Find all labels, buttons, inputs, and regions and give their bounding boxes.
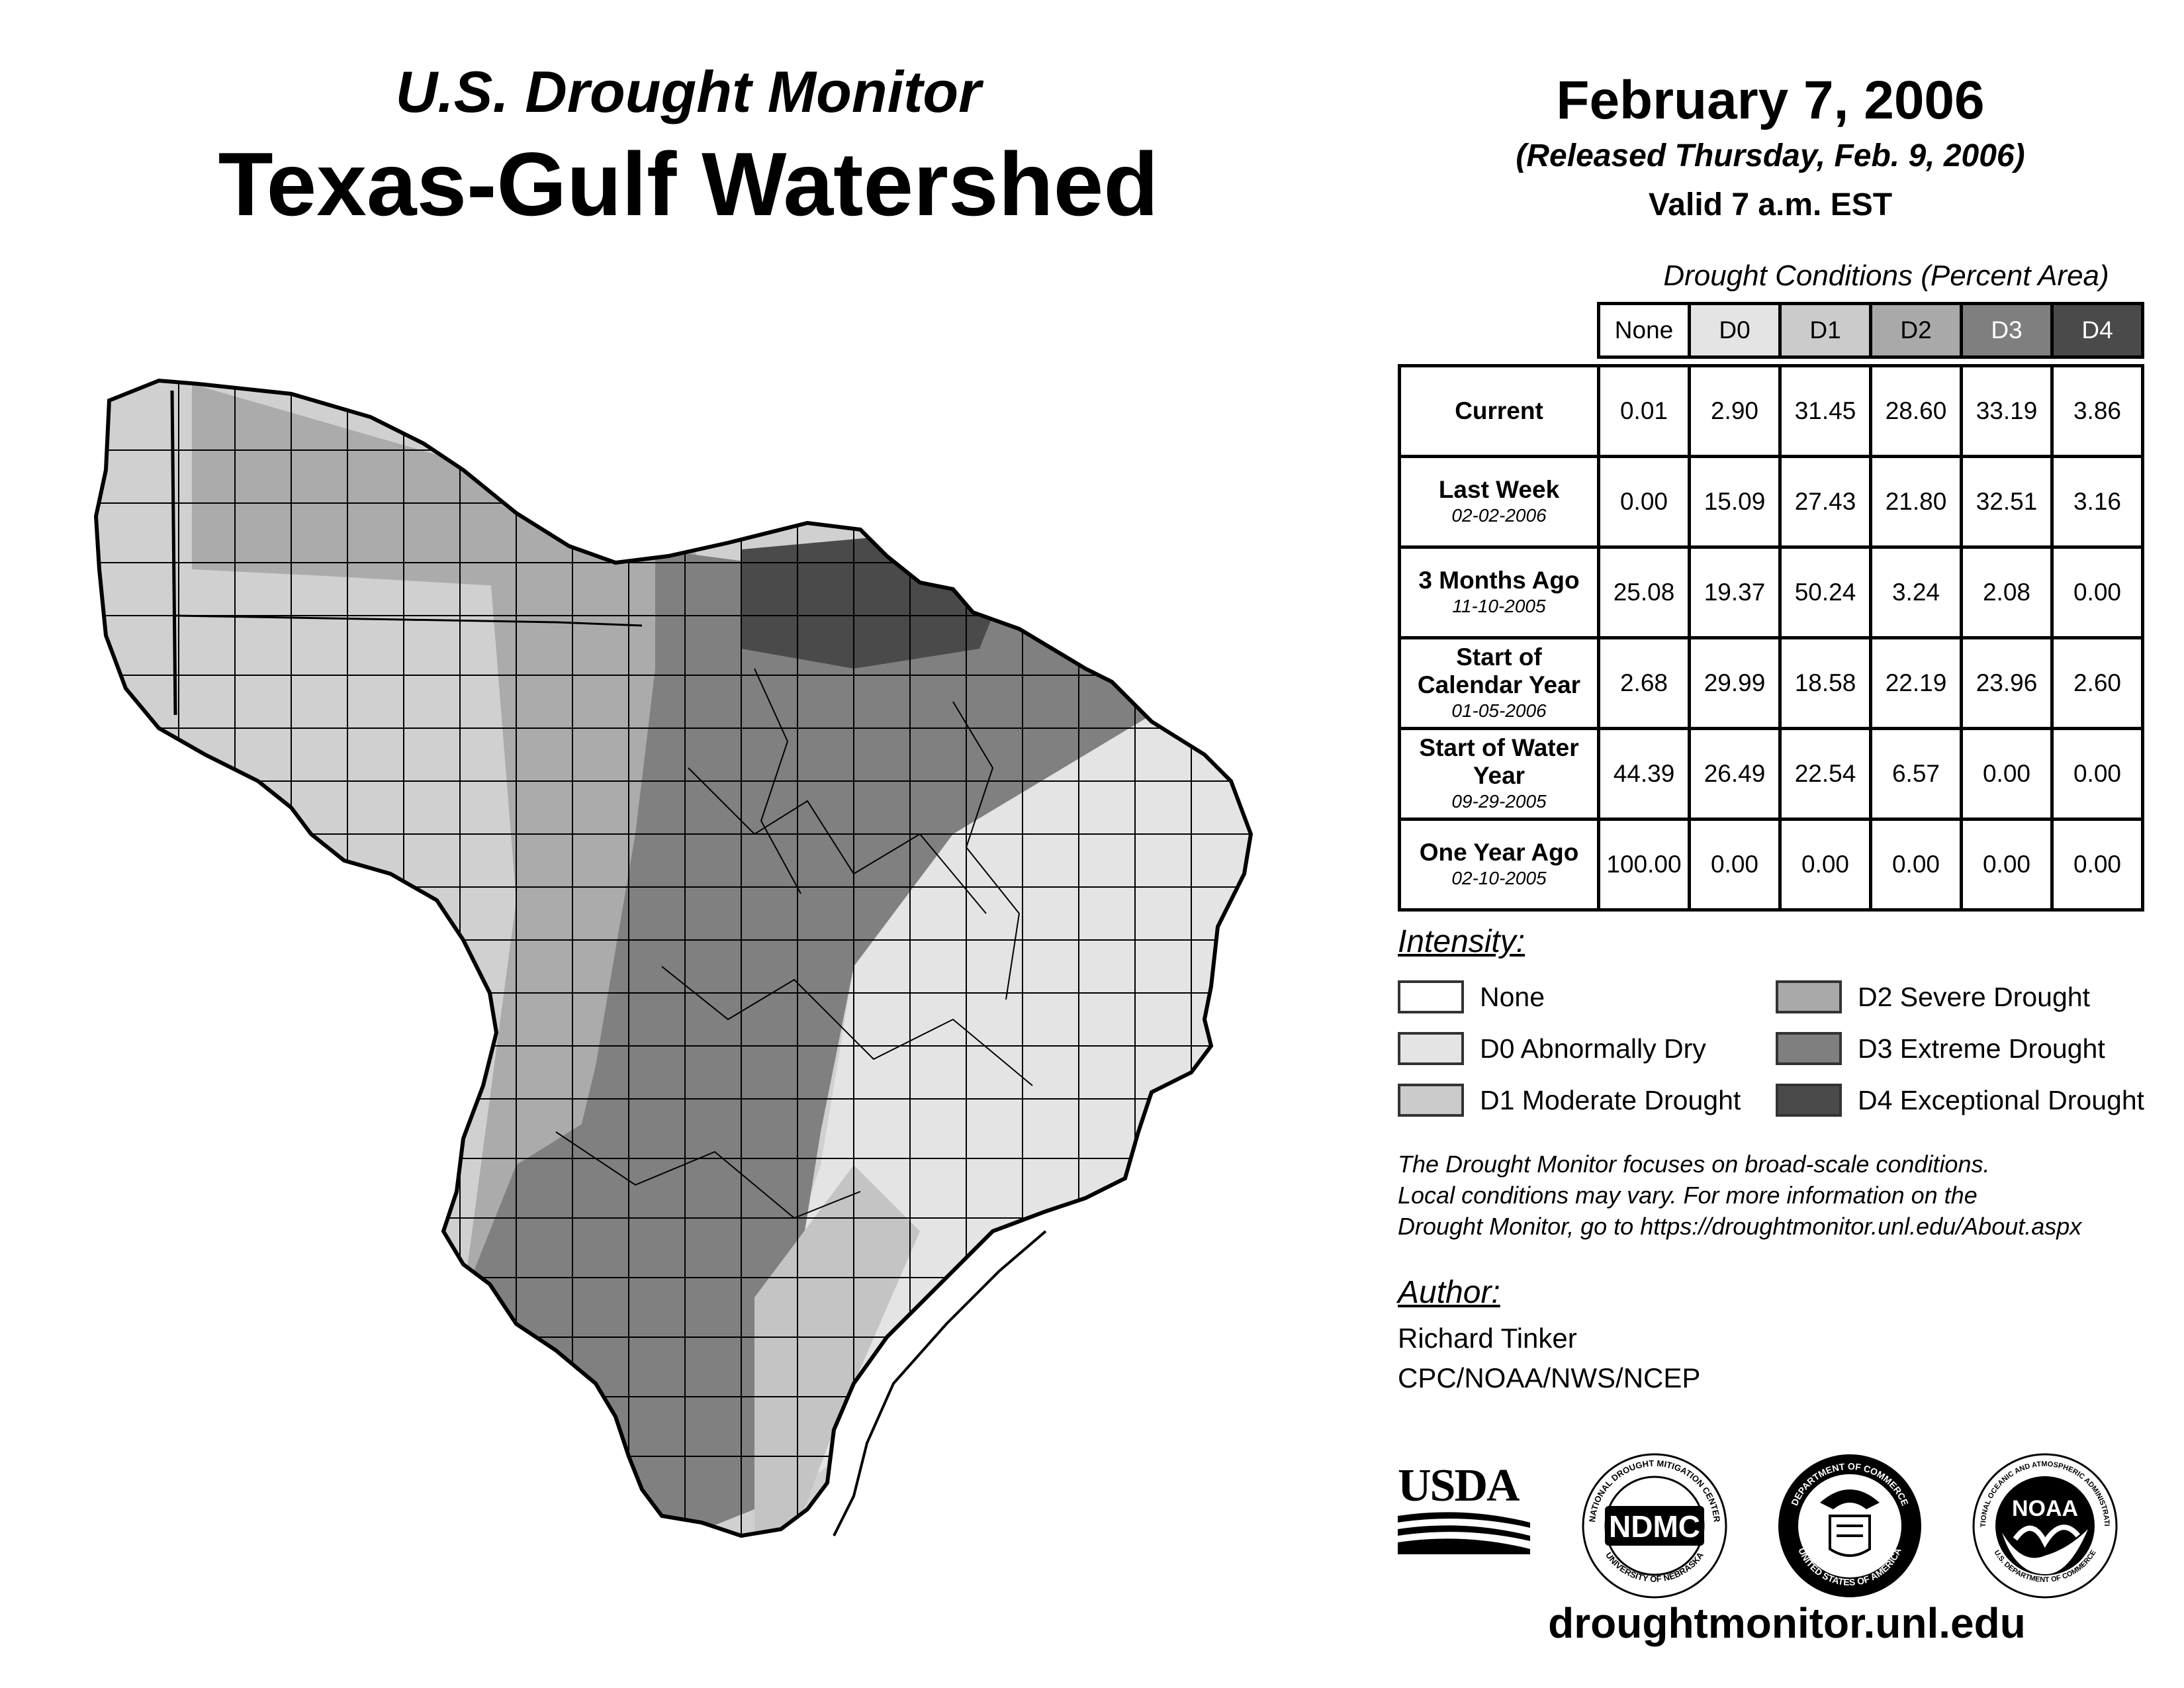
row-date: 09-29-2005 xyxy=(1451,791,1547,812)
noaa-logo: NOAA NATIONAL OCEANIC AND ATMOSPHERIC AD… xyxy=(1969,1450,2118,1599)
row-date: 11-10-2005 xyxy=(1452,596,1546,616)
row-label: One Year Ago 02-10-2005 xyxy=(1398,818,1600,912)
legend-swatch xyxy=(1776,1084,1842,1117)
table-cell: 28.60 xyxy=(1869,364,1963,458)
table-cell: 27.43 xyxy=(1778,455,1872,549)
table-cell: 100.00 xyxy=(1597,818,1691,912)
table-cell: 31.45 xyxy=(1778,364,1872,458)
table-cell: 32.51 xyxy=(1960,455,2054,549)
svg-text:NOAA: NOAA xyxy=(2012,1496,2078,1521)
table-row-start-calendar-year: Start of Calendar Year 01-05-2006 2.68 29… xyxy=(1398,636,2144,730)
table-cell: 19.37 xyxy=(1688,545,1782,639)
column-header-d4: D4 xyxy=(2050,302,2144,359)
row-label: Last Week 02-02-2006 xyxy=(1398,455,1600,549)
legend-swatch xyxy=(1776,980,1842,1013)
column-header-d3: D3 xyxy=(1960,302,2054,359)
column-header-none: None xyxy=(1597,302,1691,359)
table-cell: 0.00 xyxy=(1869,818,1963,912)
table-cell: 3.86 xyxy=(2050,364,2144,458)
table-cell: 22.19 xyxy=(1869,636,1963,730)
row-label: 3 Months Ago 11-10-2005 xyxy=(1398,545,1600,639)
legend-swatch xyxy=(1776,1032,1842,1065)
legend-item-d2: D2 Severe Drought xyxy=(1776,978,2090,1015)
row-date: 01-05-2006 xyxy=(1451,700,1547,721)
table-row-start-water-year: Start of Water Year 09-29-2005 44.39 26.4… xyxy=(1398,727,2144,821)
table-cell: 3.24 xyxy=(1869,545,1963,639)
map-date: February 7, 2006 xyxy=(1556,70,1985,130)
table-cell: 2.08 xyxy=(1960,545,2054,639)
table-caption: Drought Conditions (Percent Area) xyxy=(1663,259,2109,292)
table-cell: 26.49 xyxy=(1688,727,1782,821)
author-heading: Author: xyxy=(1398,1275,1500,1310)
drought-conditions-table: None D0 D1 D2 D3 D4 Current 0.01 2.90 31… xyxy=(1398,302,2144,912)
table-cell: 0.01 xyxy=(1597,364,1691,458)
table-cell: 0.00 xyxy=(2050,727,2144,821)
doc-seal-logo: DEPARTMENT OF COMMERCE UNITED STATES OF … xyxy=(1778,1454,1921,1597)
note-line: Drought Monitor, go to https://droughtmo… xyxy=(1398,1213,2082,1240)
row-label: Current xyxy=(1398,364,1600,458)
table-row-one-year-ago: One Year Ago 02-10-2005 100.00 0.00 0.00 … xyxy=(1398,818,2144,912)
table-cell: 44.39 xyxy=(1597,727,1691,821)
table-cell: 25.08 xyxy=(1597,545,1691,639)
disclaimer-note: The Drought Monitor focuses on broad-sca… xyxy=(1398,1149,2179,1242)
table-cell: 3.16 xyxy=(2050,455,2144,549)
table-cell: 21.80 xyxy=(1869,455,1963,549)
table-cell: 50.24 xyxy=(1778,545,1872,639)
ndmc-logo: NDMC NATIONAL DROUGHT MITIGATION CENTER … xyxy=(1582,1453,1727,1599)
column-header-d0: D0 xyxy=(1688,302,1782,359)
legend-swatch xyxy=(1398,1032,1464,1065)
author-org: CPC/NOAA/NWS/NCEP xyxy=(1398,1362,1701,1393)
page-title: Texas-Gulf Watershed xyxy=(218,134,1159,234)
legend-item-d4: D4 Exceptional Drought xyxy=(1776,1082,2144,1119)
table-row-current: Current 0.01 2.90 31.45 28.60 33.19 3.86 xyxy=(1398,364,2144,458)
table-cell: 0.00 xyxy=(2050,545,2144,639)
svg-text:NDMC: NDMC xyxy=(1609,1509,1700,1544)
table-cell: 6.57 xyxy=(1869,727,1963,821)
table-cell: 2.60 xyxy=(2050,636,2144,730)
table-cell: 23.96 xyxy=(1960,636,2054,730)
legend-item-none: None xyxy=(1398,978,1545,1015)
usda-logo: USDA xyxy=(1398,1463,1530,1562)
subtitle: U.S. Drought Monitor xyxy=(395,59,981,124)
table-header-row: None D0 D1 D2 D3 D4 xyxy=(1400,302,2144,359)
website-link[interactable]: droughtmonitor.unl.edu xyxy=(1548,1599,2026,1647)
legend-swatch xyxy=(1398,980,1464,1013)
table-corner xyxy=(1400,304,1599,357)
table-cell: 0.00 xyxy=(1960,818,2054,912)
legend-item-d0: D0 Abnormally Dry xyxy=(1398,1030,1706,1067)
table-cell: 22.54 xyxy=(1778,727,1872,821)
legend-item-d1: D1 Moderate Drought xyxy=(1398,1082,1741,1119)
note-line: Local conditions may vary. For more info… xyxy=(1398,1182,1978,1209)
release-date: (Released Thursday, Feb. 9, 2006) xyxy=(1516,138,2025,173)
table-cell: 0.00 xyxy=(2050,818,2144,912)
table-cell: 0.00 xyxy=(1778,818,1872,912)
column-header-d1: D1 xyxy=(1778,302,1872,359)
legend-swatch xyxy=(1398,1084,1464,1117)
table-cell: 29.99 xyxy=(1688,636,1782,730)
table-cell: 0.00 xyxy=(1688,818,1782,912)
table-cell: 15.09 xyxy=(1688,455,1782,549)
row-date: 02-10-2005 xyxy=(1451,868,1547,888)
table-cell: 33.19 xyxy=(1960,364,2054,458)
valid-time: Valid 7 a.m. EST xyxy=(1648,187,1893,222)
row-label: Start of Calendar Year 01-05-2006 xyxy=(1398,636,1600,730)
table-cell: 18.58 xyxy=(1778,636,1872,730)
note-line: The Drought Monitor focuses on broad-sca… xyxy=(1398,1150,1990,1178)
table-row-last-week: Last Week 02-02-2006 0.00 15.09 27.43 21.… xyxy=(1398,455,2144,549)
row-label: Start of Water Year 09-29-2005 xyxy=(1398,727,1600,821)
table-cell: 0.00 xyxy=(1597,455,1691,549)
row-date: 02-02-2006 xyxy=(1451,505,1547,526)
legend-item-d3: D3 Extreme Drought xyxy=(1776,1030,2105,1067)
table-row-3-months-ago: 3 Months Ago 11-10-2005 25.08 19.37 50.24… xyxy=(1398,545,2144,639)
author-name: Richard Tinker xyxy=(1398,1323,1577,1354)
column-header-d2: D2 xyxy=(1869,302,1963,359)
table-cell: 0.00 xyxy=(1960,727,2054,821)
legend-title: Intensity: xyxy=(1398,924,1525,959)
table-cell: 2.68 xyxy=(1597,636,1691,730)
table-cell: 2.90 xyxy=(1688,364,1782,458)
drought-map xyxy=(93,378,1253,1538)
